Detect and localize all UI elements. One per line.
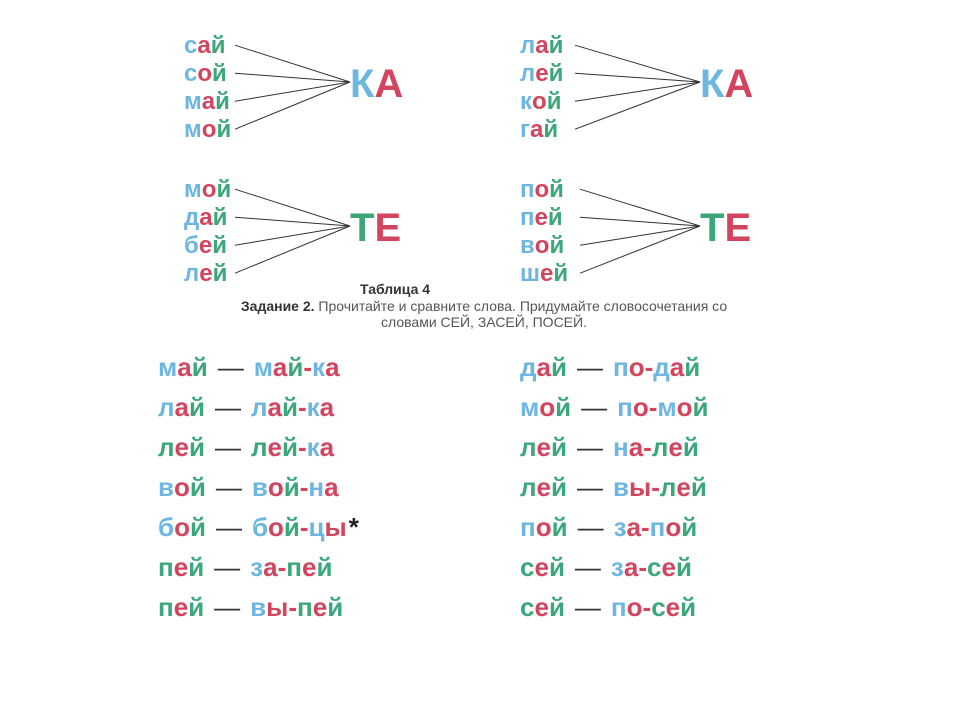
fan-target-syllable: ТЕ bbox=[700, 206, 751, 251]
fan-word: сой bbox=[184, 60, 227, 88]
word-pair-row: май—май-ка bbox=[158, 352, 340, 383]
fan-word: лей bbox=[184, 260, 227, 288]
word-pair-row: сей—по-сей bbox=[520, 592, 696, 623]
fan-word: кой bbox=[520, 88, 561, 116]
fan-word: мой bbox=[184, 176, 231, 204]
word-pair-row: лей—вы-лей bbox=[520, 472, 707, 503]
fan-target-syllable: КА bbox=[350, 62, 403, 107]
word-pair-row: пой—за-пой bbox=[520, 512, 697, 543]
connector-lines bbox=[0, 0, 960, 720]
stage: { "colors": { "blue": "#6db6e2", "red": … bbox=[0, 0, 960, 720]
fan-word: май bbox=[184, 88, 230, 116]
fan-word: гай bbox=[520, 116, 558, 144]
word-pair-row: лай—лай-ка bbox=[158, 392, 334, 423]
fan-word: мой bbox=[184, 116, 231, 144]
fan-word: вой bbox=[520, 232, 564, 260]
word-pair-row: пей—за-пей bbox=[158, 552, 332, 583]
word-pair-row: пей—вы-пей bbox=[158, 592, 343, 623]
word-pair-row: дай—по-дай bbox=[520, 352, 700, 383]
footnote-star-icon: * bbox=[349, 512, 359, 543]
fan-word: дай bbox=[184, 204, 227, 232]
fan-word: лей bbox=[520, 60, 563, 88]
word-pair-row: бой—бой-цы* bbox=[158, 512, 359, 543]
fan-word: пой bbox=[520, 176, 564, 204]
fan-word: пей bbox=[520, 204, 563, 232]
fan-target-syllable: КА bbox=[700, 62, 753, 107]
fan-target-syllable: ТЕ bbox=[350, 206, 401, 251]
fan-word: сай bbox=[184, 32, 225, 60]
word-pair-row: лей—на-лей bbox=[520, 432, 699, 463]
fan-word: шей bbox=[520, 260, 568, 288]
task-text: Задание 2. Прочитайте и сравните слова. … bbox=[224, 298, 744, 330]
table-caption: Таблица 4 bbox=[360, 281, 430, 297]
word-pair-row: лей—лей-ка bbox=[158, 432, 334, 463]
word-pair-row: мой—по-мой bbox=[520, 392, 709, 423]
fan-word: лай bbox=[520, 32, 563, 60]
fan-word: бей bbox=[184, 232, 227, 260]
word-pair-row: сей—за-сей bbox=[520, 552, 692, 583]
word-pair-row: вой—вой-на bbox=[158, 472, 339, 503]
